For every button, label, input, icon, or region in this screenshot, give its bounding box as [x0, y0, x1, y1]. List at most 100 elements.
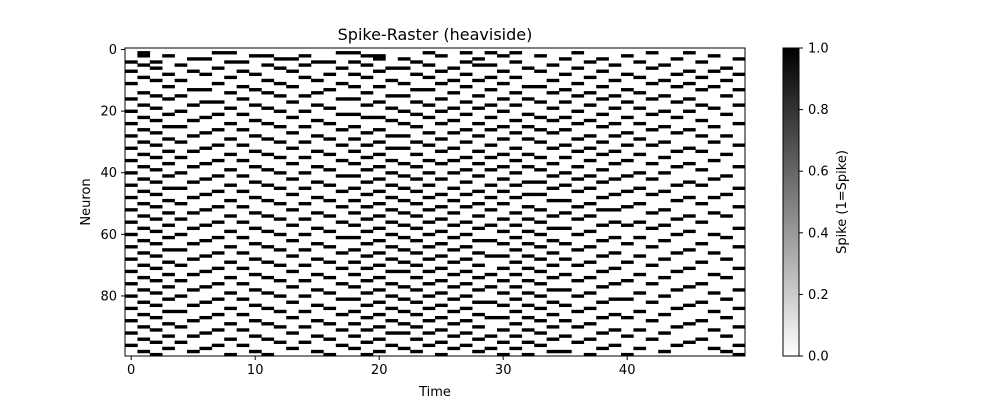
- spike-cell: [720, 334, 733, 338]
- spike-cell: [373, 288, 386, 292]
- spike-cell: [534, 319, 547, 323]
- spike-cell: [459, 84, 473, 89]
- spike-cell: [236, 251, 250, 255]
- spike-cell: [447, 146, 461, 150]
- spike-cell: [187, 211, 200, 215]
- spike-cell: [373, 115, 386, 120]
- spike-cell: [546, 263, 560, 267]
- spike-cell: [323, 168, 337, 172]
- spike-cell: [348, 112, 361, 117]
- spike-cell: [459, 100, 473, 104]
- spike-cell: [236, 158, 250, 163]
- spike-cell: [199, 177, 213, 181]
- spike-cell: [695, 202, 709, 206]
- spike-cell: [199, 88, 213, 92]
- spike-cell: [683, 128, 696, 132]
- spike-cell: [658, 208, 671, 212]
- spike-cell: [286, 208, 299, 212]
- spike-cell: [447, 235, 461, 240]
- spike-cell: [732, 88, 746, 92]
- spike-cell: [162, 161, 175, 166]
- spike-cell: [484, 51, 498, 55]
- spike-cell: [472, 57, 485, 61]
- spike-cell: [484, 195, 498, 200]
- spike-cell: [435, 205, 448, 209]
- spike-cell: [249, 242, 262, 246]
- spike-cell: [360, 266, 374, 271]
- spike-cell: [360, 303, 374, 308]
- spike-cell: [695, 134, 709, 138]
- spike-cell: [596, 254, 609, 258]
- spike-cell: [509, 285, 523, 289]
- spike-cell: [583, 214, 597, 218]
- spike-cell: [658, 238, 671, 243]
- spike-cell: [559, 349, 572, 354]
- spike-cell: [571, 279, 585, 283]
- spike-cell: [273, 217, 287, 221]
- spike-cell: [174, 171, 188, 175]
- spike-cell: [385, 282, 399, 286]
- spike-cell: [497, 242, 510, 246]
- spike-cell: [422, 103, 436, 107]
- spike-cell: [521, 315, 535, 320]
- spike-cell: [187, 180, 200, 184]
- spike-cell: [224, 245, 237, 249]
- spike-cell: [224, 337, 237, 341]
- spike-cell: [397, 134, 411, 138]
- spike-cell: [174, 294, 188, 298]
- spike-cell: [447, 334, 461, 338]
- spike-cell: [162, 174, 175, 178]
- spike-cell: [472, 121, 485, 126]
- spike-cell: [249, 195, 262, 200]
- spike-cell: [683, 340, 696, 344]
- spike-cell: [187, 257, 200, 261]
- spike-cell: [261, 121, 275, 126]
- spike-cell: [621, 143, 634, 147]
- spike-cell: [484, 315, 498, 320]
- spike-cell: [571, 325, 585, 329]
- spike-cell: [621, 54, 634, 58]
- spike-cell: [571, 217, 585, 221]
- spike-cell: [583, 202, 597, 206]
- spike-cell: [137, 312, 151, 317]
- spike-cell: [162, 97, 175, 101]
- spike-cell: [385, 343, 399, 348]
- spike-cell: [199, 100, 213, 104]
- spike-cell: [645, 143, 659, 147]
- spike-cell: [521, 279, 535, 283]
- spike-cell: [410, 288, 423, 292]
- spike-cell: [211, 205, 225, 209]
- spike-cell: [397, 66, 411, 70]
- spike-cell: [571, 294, 585, 298]
- spike-cell: [546, 131, 560, 135]
- spike-cell: [397, 81, 411, 86]
- spike-cell: [658, 155, 671, 160]
- spike-cell: [273, 171, 287, 175]
- spike-cell: [559, 72, 572, 77]
- spike-cell: [410, 125, 423, 129]
- spike-cell: [323, 229, 337, 234]
- spike-cell: [298, 186, 312, 190]
- spike-cell: [125, 121, 138, 126]
- spike-cell: [484, 75, 498, 80]
- spike-cell: [422, 51, 436, 55]
- spike-cell: [608, 94, 622, 98]
- spike-cell: [397, 346, 411, 351]
- spike-cell: [422, 183, 436, 187]
- spike-cell: [125, 319, 138, 323]
- spike-cell: [521, 352, 535, 357]
- spike-cell: [311, 211, 324, 215]
- spike-cell: [435, 266, 448, 271]
- spike-cell: [137, 165, 151, 169]
- spike-cell: [261, 63, 275, 67]
- spike-cell: [137, 91, 151, 95]
- spike-cell: [125, 81, 138, 86]
- spike-cell: [670, 57, 684, 61]
- spike-cell: [373, 128, 386, 132]
- spike-cell: [546, 78, 560, 83]
- spike-cell: [273, 340, 287, 344]
- spike-cell: [360, 115, 374, 120]
- spike-cell: [397, 121, 411, 126]
- spike-cell: [236, 205, 250, 209]
